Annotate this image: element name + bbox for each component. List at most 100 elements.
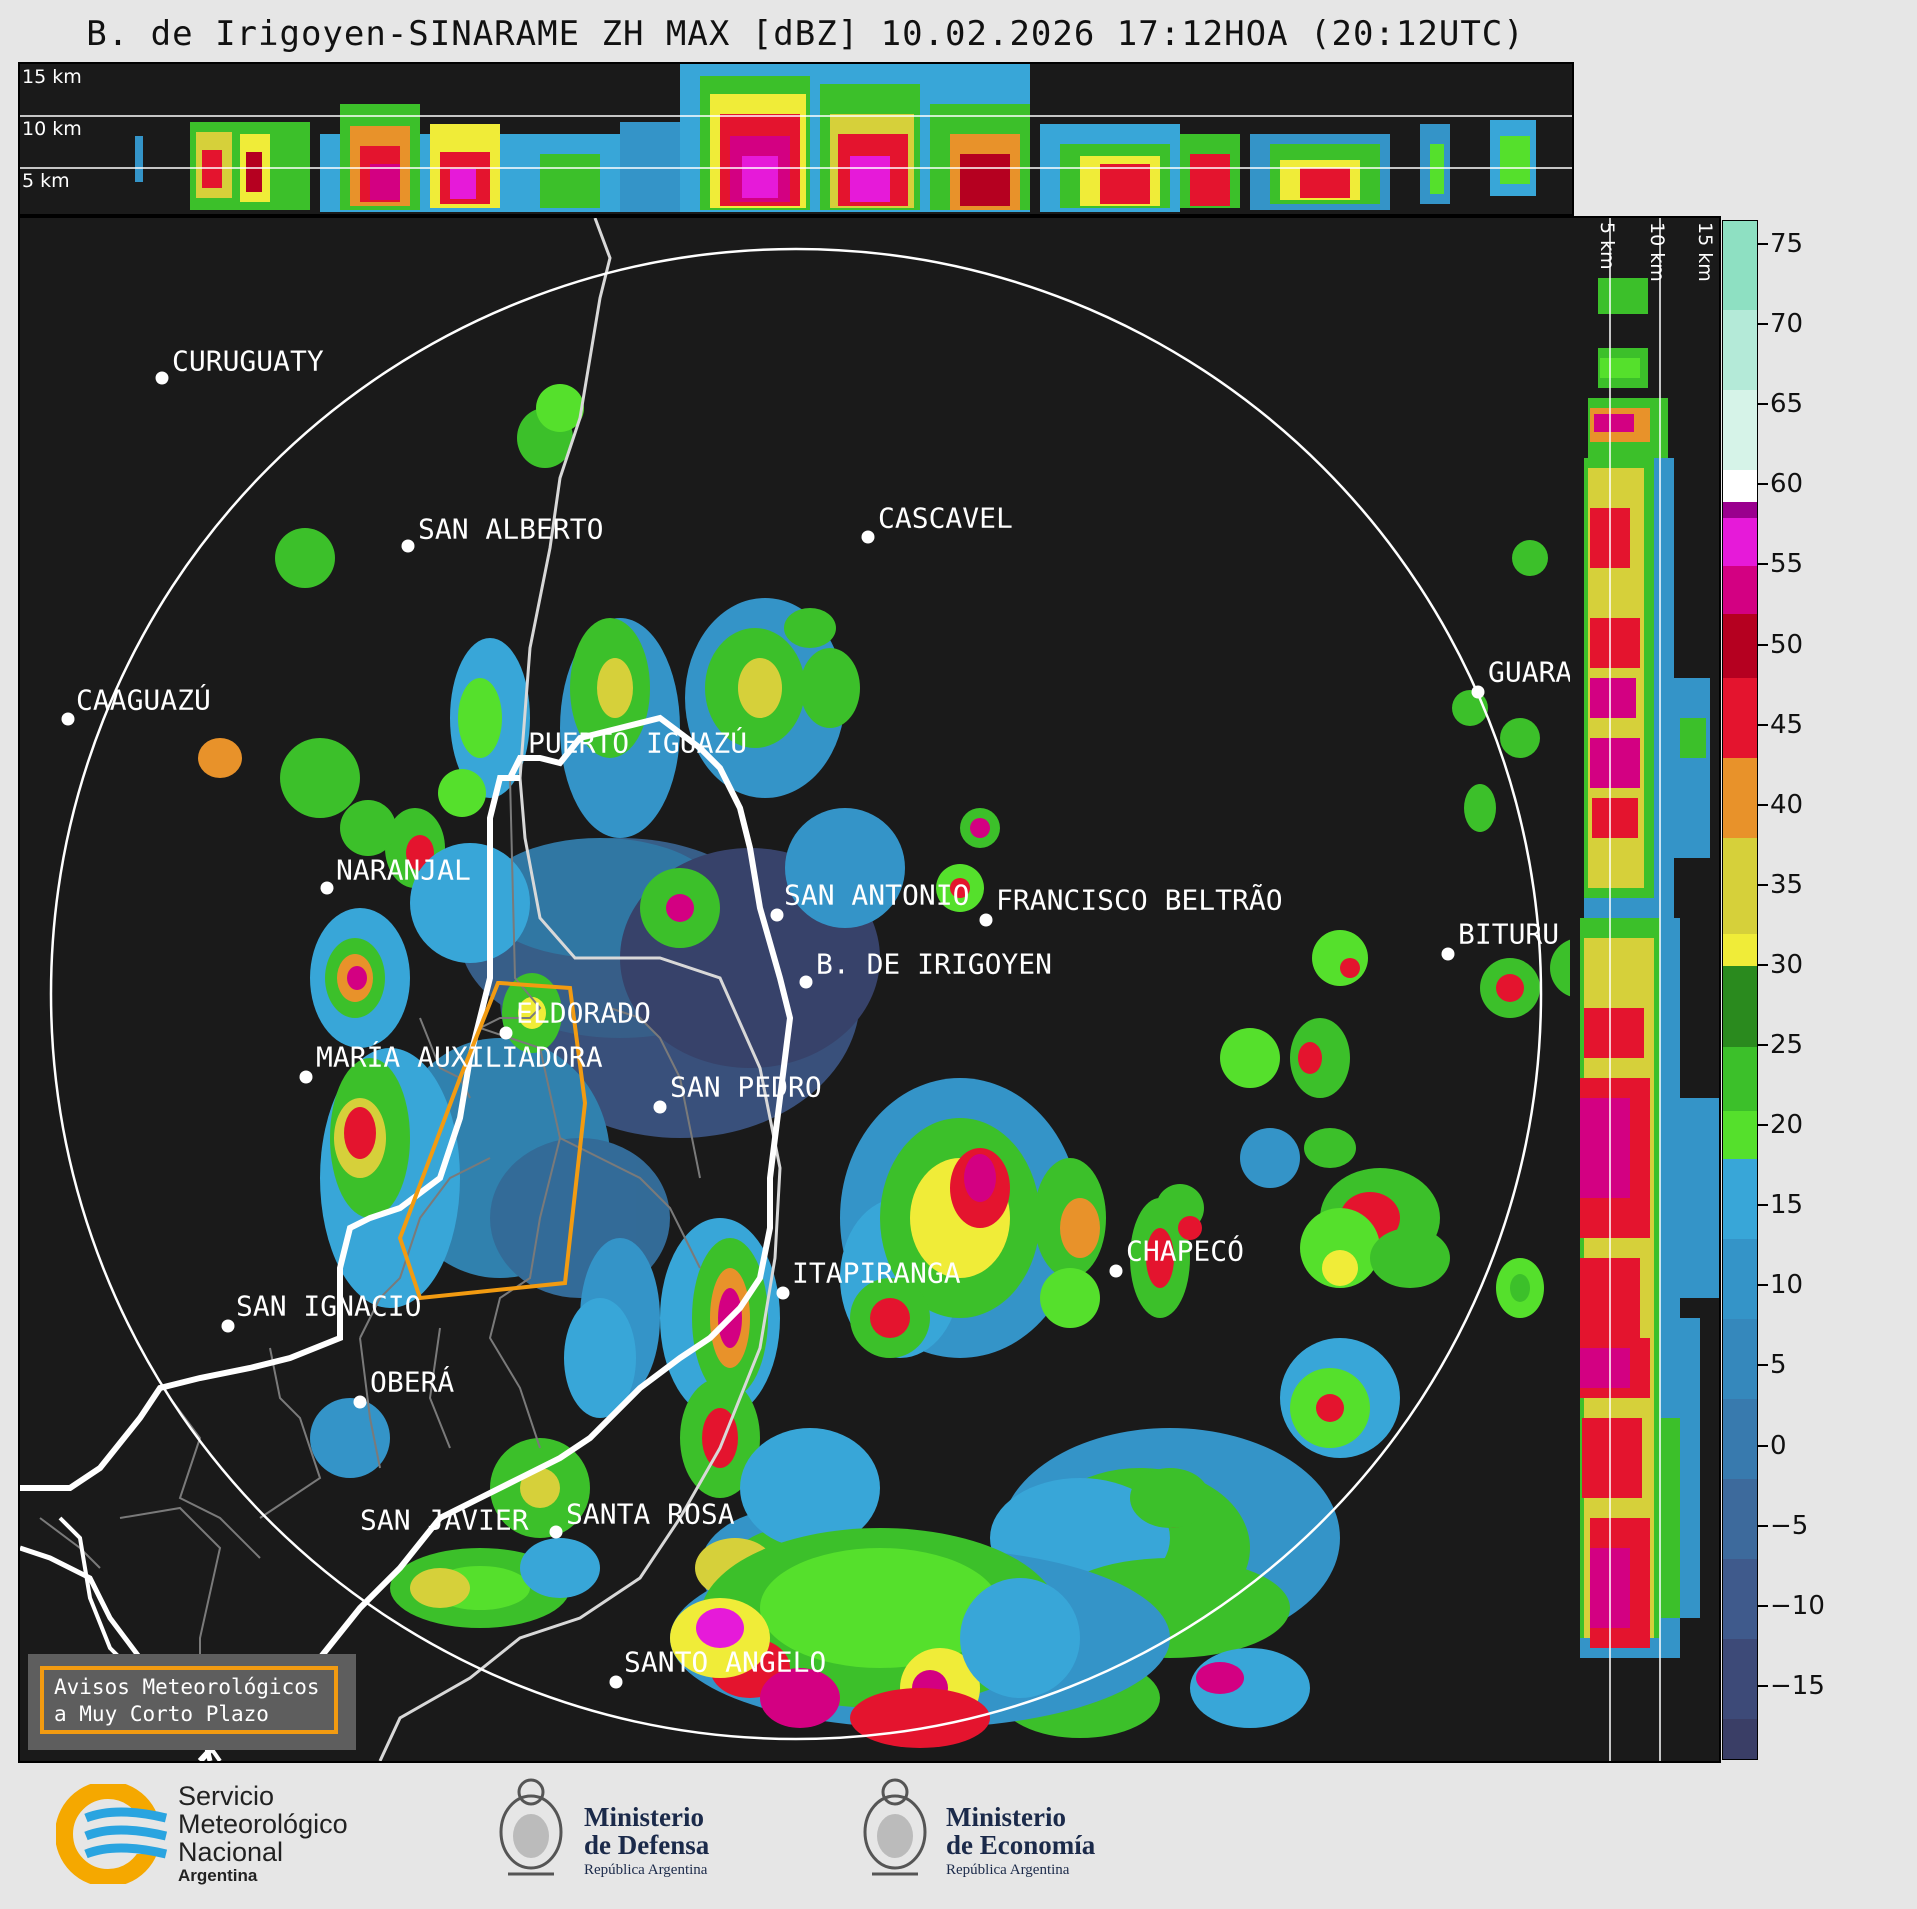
city-dot [776,1286,790,1300]
city-dot [979,913,993,927]
city-label: MARÍA AUXILIADORA [316,1040,603,1074]
smn-logo-text: Servicio Meteorológico Nacional Argentin… [178,1782,348,1886]
city-label: SANTA ROSA [566,1497,735,1531]
colorbar-tick-label: −10 [1770,1590,1825,1621]
smn-line1: Servicio [178,1781,275,1811]
colorbar-segment [1723,221,1757,310]
colorbar-tick [1758,1284,1768,1287]
city-label: FRANCISCO BELTRÃO [996,883,1283,917]
city-label: ITAPIRANGA [792,1256,961,1290]
colorbar-tick-label: 10 [1770,1270,1804,1301]
colorbar-segment [1723,1158,1757,1239]
colorbar-tick-label: 20 [1770,1110,1804,1141]
colorbar-tick-label: 55 [1770,549,1804,580]
echo-cells [198,384,1572,1748]
radar-map[interactable]: CURUGUATY SAN ALBERTO CASCAVEL CAAGUAZÚ … [18,216,1574,1763]
colorbar-segment [1723,613,1757,679]
colorbar-segment [1723,837,1757,935]
colorbar-tick [1758,723,1768,726]
colorbar-segment [1723,677,1757,759]
colorbar-tick [1758,1124,1768,1127]
top-alt-label: 10 km [22,118,82,140]
colorbar-tick-label: 30 [1770,949,1804,980]
alert-legend-line1: Avisos Meteorológicos [54,1675,320,1699]
colorbar-segment [1723,1718,1757,1759]
city-label: BITURU [1458,917,1560,951]
river-border-west [20,775,520,1491]
city-label: B. DE IRIGOYEN [816,947,1053,981]
city-label: SAN JAVIER [360,1503,529,1537]
city-label: CURUGUATY [172,344,324,378]
colorbar-segment [1723,1046,1757,1111]
colorbar-tick [1758,963,1768,966]
city-dot [1471,685,1485,699]
defensa-seal-icon [499,1778,563,1876]
colorbar-tick [1758,1444,1768,1447]
city-label: GUARA [1488,655,1573,689]
colorbar-segment [1723,1558,1757,1640]
defensa-line3: República Argentina [584,1862,708,1878]
colorbar-tick-label: 0 [1770,1430,1787,1461]
economia-line1: Ministerio [946,1802,1066,1832]
city-dot [61,712,75,726]
city-dot [861,530,875,544]
city-label: SAN IGNACIO [236,1289,422,1323]
alert-legend-frame: Avisos Meteorológicos a Muy Corto Plazo [40,1666,338,1734]
colorbar-segment [1723,389,1757,470]
colorbar-segment [1723,565,1757,614]
colorbar-tick [1758,1204,1768,1207]
side-echo-band [1580,278,1719,1658]
colorbar-tick-label: 75 [1770,229,1804,260]
colorbar-segment [1723,965,1757,1047]
economia-seal-icon [863,1778,927,1876]
defensa-line2: de Defensa [584,1830,710,1860]
river-border-white [197,714,794,1761]
city-dot [653,1100,667,1114]
colorbar-segment [1723,1638,1757,1720]
colorbar-tick-label: 70 [1770,309,1804,340]
city-dot [401,539,415,553]
colorbar-tick-label: 60 [1770,469,1804,500]
page-title: B. de Irigoyen-SINARAME ZH MAX [dBZ] 10.… [86,14,1525,54]
city-dot [499,1026,513,1040]
colorbar-segment [1723,517,1757,566]
smn-line3: Nacional [178,1837,284,1867]
smn-line2: Meteorológico [178,1809,348,1839]
city-dot [155,371,169,385]
colorbar-tick-label: 5 [1770,1350,1787,1381]
alert-polygon [397,981,588,1301]
city-dot [1441,947,1455,961]
colorbar-segment [1723,1478,1757,1560]
colorbar-tick-label: −5 [1770,1510,1809,1541]
colorbar-segment [1723,469,1757,502]
side-cross-section-panel: 5 km 10 km 15 km [1570,216,1721,1763]
colorbar-segment [1723,501,1757,518]
colorbar-tick-label: −15 [1770,1670,1825,1701]
city-label: SAN ANTONIO [784,878,970,912]
city-dot [549,1525,563,1539]
top-cross-section-echoes [20,64,1572,212]
side-alt-label: 15 km [1694,222,1716,282]
side-alt-label: 5 km [1596,222,1618,270]
colorbar-tick [1758,1044,1768,1047]
city-label: SANTO ANGELO [624,1645,827,1679]
colorbar-segment [1723,1238,1757,1319]
colorbar-tick-label: 25 [1770,1030,1804,1061]
colorbar-tick-label: 45 [1770,709,1804,740]
city-dot [770,908,784,922]
colorbar-tick [1758,883,1768,886]
colorbar-tick [1758,483,1768,486]
economia-line3: República Argentina [946,1862,1070,1878]
top-echo-band [135,64,1536,212]
city-label: PUERTO IGUAZÚ [528,726,748,760]
radar-site-dot [799,975,813,989]
alert-legend-line2: a Muy Corto Plazo [54,1702,269,1726]
city-label: OBERÁ [370,1365,455,1399]
colorbar-tick [1758,243,1768,246]
colorbar-tick [1758,803,1768,806]
colorbar-tick [1758,403,1768,406]
colorbar-tick [1758,1604,1768,1607]
city-label: SAN ALBERTO [418,512,604,546]
city-label: CAAGUAZÚ [76,683,211,717]
smn-logo-icon [56,1784,176,1884]
